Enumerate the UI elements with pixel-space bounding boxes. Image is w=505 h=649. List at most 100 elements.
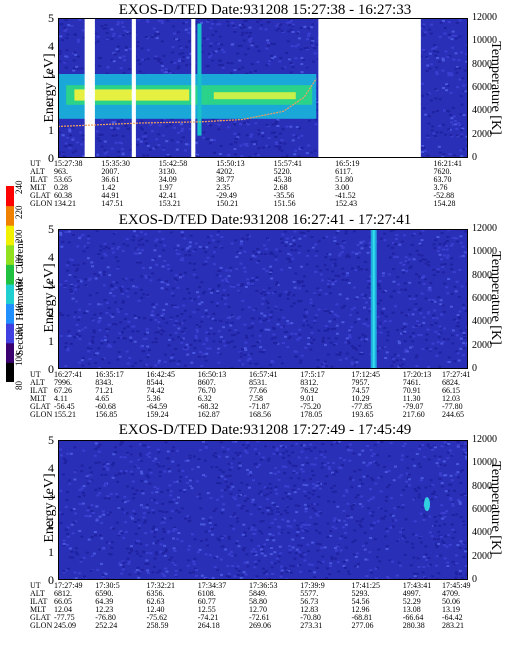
- panel3-ylabel: Energy [eV]: [42, 473, 57, 543]
- data-gap: [191, 18, 196, 158]
- ephemeris-value: 16:27:41: [54, 370, 83, 379]
- ephemeris-value: 76.92: [300, 386, 319, 395]
- ephemeris-value: 16:50:13: [197, 370, 227, 379]
- y-right-tick-label: 2000: [472, 128, 492, 140]
- ephemeris-value: 12.04: [54, 605, 72, 614]
- plot-frame: [58, 229, 468, 369]
- y-tick-label: 2: [48, 306, 54, 320]
- y-right-tick-label: 10000: [472, 246, 497, 258]
- colorbar-tick-label: 140: [14, 303, 24, 317]
- ephemeris-value: 13.19: [442, 605, 460, 614]
- y-tick-label: 4: [48, 39, 54, 53]
- ephemeris-label: MLT: [30, 394, 47, 403]
- ephemeris-value: 15:27:38: [54, 159, 83, 168]
- ephemeris-value: 7620.: [433, 167, 452, 176]
- ephemeris-value: 150.21: [216, 199, 239, 208]
- y-right-tick-label: 10000: [472, 457, 497, 469]
- ephemeris-value: 153.21: [158, 199, 181, 208]
- ephemeris-label: ALT: [30, 378, 45, 387]
- ephemeris-label: GLON: [30, 621, 53, 630]
- ephemeris-value: 58.80: [249, 597, 267, 606]
- colorbar-segment: [6, 205, 14, 226]
- y-tick-label: 5: [48, 433, 54, 447]
- ephemeris-label: ALT: [30, 167, 45, 176]
- spectrogram-background: [58, 440, 468, 580]
- ephemeris-value: 154.28: [433, 199, 456, 208]
- y-right-tick-label: 2000: [472, 550, 492, 562]
- ephemeris-value: -68.32: [197, 402, 219, 411]
- ephemeris-value: 2007.: [101, 167, 120, 176]
- ephemeris-value: 17:27:41: [442, 370, 471, 379]
- ephemeris-value: 36.61: [101, 175, 120, 184]
- ephemeris-value: -56.45: [54, 402, 75, 411]
- ephemeris-value: 56.73: [300, 597, 319, 606]
- ephemeris-value: 17:39:9: [300, 581, 325, 590]
- colorbar-segment: [6, 186, 14, 207]
- panel2-title: EXOS-D/TED Date:931208 16:27:41 - 17:27:…: [118, 212, 412, 228]
- colorbar-segment: [6, 362, 14, 382]
- ephemeris-value: 8544.: [146, 378, 165, 387]
- ephemeris-value: 50.06: [442, 597, 460, 606]
- ephemeris-value: 17:45:49: [442, 581, 471, 590]
- panel2-spectrogram: [58, 229, 468, 369]
- ephemeris-value: 15:57:41: [273, 159, 303, 168]
- ephemeris-value: 8343.: [95, 378, 114, 387]
- ephemeris-value: 3130.: [158, 167, 177, 176]
- y-right-tick-label: 6000: [472, 82, 492, 93]
- ephemeris-value: 15:35:30: [101, 159, 130, 168]
- ephemeris-value: 0.28: [54, 183, 68, 192]
- ephemeris-value: 60.77: [197, 597, 216, 606]
- y-tick-label: 3: [48, 67, 54, 81]
- ephemeris-value: 17:12:45: [351, 370, 380, 379]
- ephemeris-value: -68.81: [351, 613, 373, 622]
- ephemeris-value: 16:42:45: [146, 370, 175, 379]
- y-right-tick-label: 6000: [472, 293, 492, 304]
- ephemeris-value: 244.65: [442, 410, 464, 419]
- y-tick-label: 0: [48, 573, 54, 587]
- ephemeris-value: 12.03: [442, 394, 460, 403]
- ephemeris-value: 76.70: [197, 386, 216, 395]
- colorbar-tick-label: 80: [14, 381, 24, 390]
- ephemeris-value: 45.38: [273, 175, 292, 184]
- ephemeris-value: 8607.: [197, 378, 216, 387]
- ephemeris-value: 54.56: [351, 597, 370, 606]
- colorbar-tick-label: 180: [14, 254, 24, 268]
- ephemeris-value: -77.75: [54, 613, 75, 622]
- y-right-tick-label: 0: [472, 363, 477, 374]
- ephemeris-label: ILAT: [30, 386, 48, 395]
- y-right-tick-label: 4000: [472, 527, 492, 539]
- ephemeris-value: 156.85: [95, 410, 118, 419]
- ephemeris-value: 17:5:17: [300, 370, 325, 379]
- y-tick-label: 4: [48, 250, 54, 264]
- ephemeris-value: 67.26: [54, 386, 72, 395]
- ephemeris-value: 264.18: [197, 621, 220, 630]
- y-right-tick-label: 4000: [472, 316, 492, 328]
- ephemeris-value: 193.65: [351, 410, 374, 419]
- ephemeris-value: 258.59: [146, 621, 169, 630]
- ephemeris-value: 5.36: [146, 394, 161, 403]
- ephemeris-value: 8531.: [249, 378, 267, 387]
- ephemeris-label: ALT: [30, 589, 45, 598]
- ephemeris-value: 155.21: [54, 410, 76, 419]
- panel1-title: EXOS-D/TED Date:931208 15:27:38 - 16:27:…: [118, 2, 412, 18]
- ephemeris-value: 16:21:41: [433, 159, 462, 168]
- colorbar-segment: [6, 225, 14, 246]
- ephemeris-value: 5577.: [300, 589, 319, 598]
- y-tick-label: 0: [48, 151, 54, 165]
- ephemeris-value: 16:57:41: [249, 370, 278, 379]
- colorbar-tick-label: 240: [14, 180, 24, 195]
- colorbar-segment: [6, 244, 14, 265]
- ephemeris-label: GLAT: [30, 191, 51, 200]
- panel1-ylabel: Energy [eV]: [42, 53, 57, 123]
- colorbar: [6, 186, 14, 382]
- ephemeris-value: -77.85: [351, 402, 373, 411]
- ephemeris-value: -60.68: [95, 402, 116, 411]
- y-right-tick-label: 8000: [472, 269, 492, 281]
- ephemeris-value: 17:36:53: [249, 581, 278, 590]
- ephemeris-value: 12.70: [249, 605, 267, 614]
- ephemeris-value: 17:32:21: [146, 581, 175, 590]
- y-tick-label: 1: [48, 334, 54, 348]
- ephemeris-value: 12.83: [300, 605, 319, 614]
- bright-spot: [424, 497, 430, 512]
- ephemeris-value: 17:43:41: [402, 581, 432, 590]
